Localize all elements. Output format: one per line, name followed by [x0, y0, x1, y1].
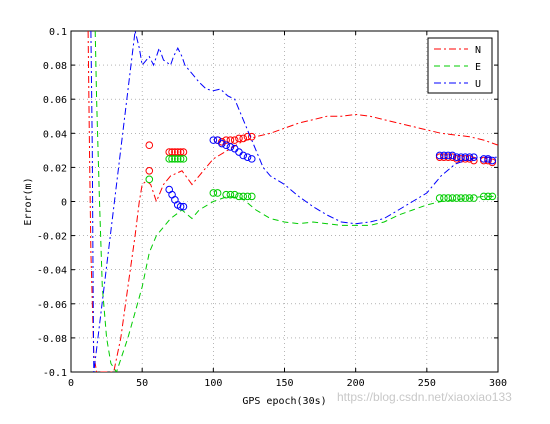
series-marker-E: [165, 155, 174, 163]
series-marker-U: [247, 155, 256, 163]
series-marker-E: [470, 194, 478, 202]
series-marker-E: [213, 189, 222, 197]
series-marker-E: [226, 190, 235, 199]
series-marker-U: [209, 136, 218, 144]
series-marker-U: [461, 153, 470, 161]
x-tick-label: 200: [347, 378, 365, 389]
x-tick-label: 50: [136, 378, 148, 389]
y-tick-label: -0.08: [37, 334, 67, 345]
series-marker-E: [465, 194, 474, 202]
y-tick-label: -0.1: [43, 368, 67, 379]
series-marker-E: [448, 194, 457, 202]
series-marker-E: [461, 194, 470, 202]
series-marker-E: [452, 194, 461, 202]
series-marker-E: [171, 155, 179, 163]
series-marker-E: [457, 194, 465, 202]
watermark-text: https://blog.csdn.net/xiaoxiao133: [337, 390, 512, 404]
series-marker-U: [226, 143, 235, 151]
y-tick-label: -0.02: [37, 232, 67, 243]
legend-label-N: N: [475, 45, 481, 56]
series-marker-E: [243, 192, 252, 201]
series-line-E: [94, 31, 498, 372]
series-marker-N: [235, 134, 243, 143]
x-tick-label: 0: [68, 378, 74, 389]
series-marker-E: [488, 192, 497, 201]
y-axis-label: Error(m): [23, 177, 34, 225]
series-line-N: [87, 31, 498, 372]
series-marker-N: [239, 134, 248, 143]
series-marker-U: [440, 151, 448, 160]
series-marker-E: [484, 192, 492, 201]
series-marker-U: [465, 153, 474, 161]
series-marker-N: [145, 167, 154, 175]
series-marker-U: [444, 151, 452, 160]
series-marker-E: [209, 189, 218, 197]
series-marker-U: [239, 151, 248, 160]
legend-label-E: E: [475, 62, 481, 73]
legend-label-U: U: [475, 79, 481, 90]
series-marker-E: [145, 175, 154, 184]
series-marker-U: [457, 153, 465, 161]
series-marker-U: [488, 156, 497, 165]
y-tick-label: -0.04: [37, 266, 67, 277]
series-marker-E: [235, 192, 243, 201]
y-tick-label: -0.06: [37, 300, 67, 311]
x-tick-label: 300: [489, 378, 507, 389]
y-tick-label: 0: [61, 198, 67, 209]
y-tick-label: 0.1: [49, 27, 67, 38]
series-marker-U: [243, 153, 252, 161]
series-marker-E: [168, 155, 176, 163]
series-marker-N: [247, 132, 256, 141]
x-axis-label: GPS epoch(30s): [242, 396, 326, 407]
series-marker-U: [479, 155, 488, 163]
series-marker-E: [222, 190, 230, 199]
series-marker-E: [173, 155, 182, 163]
series-marker-U: [176, 202, 185, 211]
series-marker-U: [452, 153, 461, 161]
x-tick-label: 100: [204, 378, 222, 389]
series-marker-E: [435, 194, 444, 202]
series-marker-E: [444, 194, 452, 202]
series-marker-E: [239, 192, 248, 201]
y-tick-label: 0.08: [43, 61, 67, 72]
series-marker-E: [479, 192, 488, 201]
series-marker-U: [222, 141, 230, 150]
series-marker-U: [470, 153, 478, 161]
series-group: [87, 31, 498, 372]
series-marker-N: [230, 136, 239, 144]
series-marker-E: [247, 192, 256, 201]
series-marker-N: [145, 141, 154, 150]
series-marker-U: [448, 151, 457, 160]
series-marker-U: [218, 139, 226, 148]
series-marker-E: [176, 155, 185, 163]
x-tick-label: 150: [275, 378, 293, 389]
series-marker-U: [435, 151, 444, 160]
series-marker-E: [179, 155, 188, 163]
series-marker-E: [440, 194, 448, 202]
series-marker-U: [179, 202, 188, 211]
series-line-U: [90, 31, 498, 372]
series-marker-U: [484, 155, 492, 163]
y-tick-label: 0.06: [43, 95, 67, 106]
y-tick-label: 0.02: [43, 163, 67, 174]
series-marker-E: [230, 190, 239, 199]
x-tick-label: 250: [418, 378, 436, 389]
y-tick-label: 0.04: [43, 129, 67, 140]
